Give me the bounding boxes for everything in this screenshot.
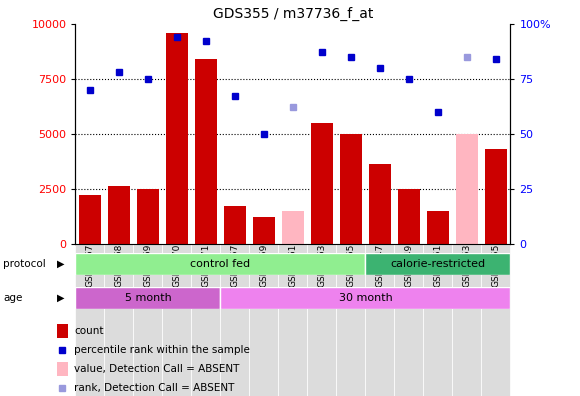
Bar bbox=[191, 244, 220, 396]
Bar bbox=[427, 211, 449, 244]
Title: GDS355 / m37736_f_at: GDS355 / m37736_f_at bbox=[213, 7, 373, 21]
Text: percentile rank within the sample: percentile rank within the sample bbox=[74, 345, 251, 355]
Bar bbox=[57, 362, 68, 376]
Bar bbox=[423, 244, 452, 396]
Text: calorie-restricted: calorie-restricted bbox=[390, 259, 485, 269]
Bar bbox=[195, 59, 217, 244]
Text: rank, Detection Call = ABSENT: rank, Detection Call = ABSENT bbox=[74, 383, 235, 393]
Text: 5 month: 5 month bbox=[125, 293, 171, 303]
Bar bbox=[481, 244, 510, 396]
Text: 30 month: 30 month bbox=[339, 293, 392, 303]
Bar bbox=[75, 287, 220, 309]
Bar bbox=[278, 244, 307, 396]
Bar bbox=[336, 244, 365, 396]
Bar bbox=[133, 244, 162, 396]
Bar bbox=[108, 187, 130, 244]
Bar bbox=[311, 123, 333, 244]
Bar bbox=[57, 324, 68, 338]
Text: ▶: ▶ bbox=[57, 259, 64, 269]
Text: protocol: protocol bbox=[3, 259, 46, 269]
Bar bbox=[79, 195, 101, 244]
Bar bbox=[282, 211, 304, 244]
Text: count: count bbox=[74, 326, 104, 336]
Bar bbox=[485, 149, 507, 244]
Bar bbox=[75, 244, 104, 396]
Bar bbox=[137, 188, 159, 244]
Text: age: age bbox=[3, 293, 22, 303]
Text: ▶: ▶ bbox=[57, 293, 64, 303]
Bar bbox=[75, 253, 365, 275]
Bar bbox=[340, 133, 362, 244]
Bar bbox=[398, 188, 420, 244]
Bar bbox=[369, 164, 391, 244]
Bar bbox=[365, 244, 394, 396]
Bar bbox=[253, 217, 275, 244]
Bar bbox=[220, 244, 249, 396]
Bar bbox=[249, 244, 278, 396]
Bar bbox=[365, 253, 510, 275]
Bar bbox=[224, 206, 246, 244]
Text: control fed: control fed bbox=[190, 259, 251, 269]
Bar bbox=[307, 244, 336, 396]
Bar bbox=[220, 287, 510, 309]
Bar bbox=[166, 32, 188, 244]
Bar bbox=[162, 244, 191, 396]
Bar bbox=[452, 244, 481, 396]
Text: value, Detection Call = ABSENT: value, Detection Call = ABSENT bbox=[74, 364, 240, 374]
Bar bbox=[456, 133, 478, 244]
Bar bbox=[104, 244, 133, 396]
Bar bbox=[394, 244, 423, 396]
